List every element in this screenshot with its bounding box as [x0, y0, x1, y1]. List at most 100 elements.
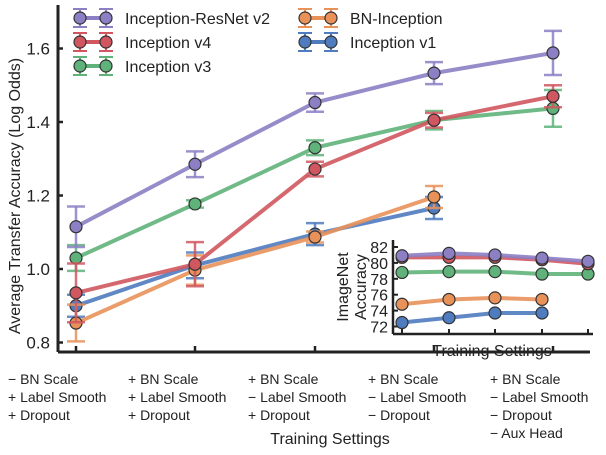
inset-data-point: [442, 311, 456, 325]
inset-data-point: [535, 306, 549, 320]
inset-series-bn-inception: [395, 291, 549, 311]
legend-marker: [73, 35, 87, 49]
legend: Inception-ResNet v2 Inception v4 Inception…: [73, 8, 443, 76]
inset-x-axis-title: Training Settings: [432, 343, 551, 360]
x-category-line: − Label Smooth: [248, 389, 346, 405]
x-category-line: + Dropout: [128, 407, 190, 423]
x-category-line: − Label Smooth: [490, 389, 588, 405]
legend-entry: Inception-ResNet v2: [73, 8, 270, 28]
data-point: [188, 197, 202, 211]
inset-y-axis-title: ImageNetAccuracy: [335, 252, 370, 322]
y-tick-label: 1.2: [26, 187, 50, 206]
legend-label: Inception-ResNet v2: [125, 11, 270, 28]
inset-data-point: [535, 267, 549, 281]
x-category-line: + BN Scale: [368, 371, 439, 387]
inset-series-inception-v1: [395, 306, 549, 330]
legend-entry: BN-Inception: [298, 8, 443, 28]
inset-y-tick-label: 82: [370, 240, 388, 257]
data-point: [69, 251, 83, 265]
x-category-label: + BN Scale − Label Smooth − Dropout − Aux H…: [490, 371, 588, 441]
x-category-line: + BN Scale: [128, 371, 199, 387]
inset-series-inception-v3: [395, 265, 595, 281]
inset-data-point: [395, 315, 409, 330]
data-point: [69, 286, 83, 300]
inset-data-point: [488, 306, 502, 320]
legend-marker: [324, 35, 338, 49]
inset-y-tick-label: 74: [370, 304, 388, 321]
data-point: [427, 190, 441, 204]
inset-data-point: [442, 265, 456, 279]
series-inception-resnet-v2: [67, 29, 562, 249]
x-category-label: + BN Scale − Label Smooth + Dropout: [248, 371, 346, 423]
x-category-label: + BN Scale + Label Smooth + Dropout: [128, 371, 226, 423]
x-category-labels: − BN Scale+ Label Smooth+ Dropout+ BN Sc…: [8, 371, 588, 441]
legend-label: Inception v3: [125, 59, 211, 76]
series-line: [75, 195, 435, 325]
x-category-line: + Dropout: [8, 407, 70, 423]
data-point: [546, 46, 560, 60]
y-tick-label: 1.6: [26, 40, 50, 59]
x-category-line: − Dropout: [368, 407, 430, 423]
legend-marker: [324, 11, 338, 25]
main-axes: 0.8 1.0 1.2 1.4 1.6: [26, 5, 590, 354]
legend-marker: [99, 59, 113, 73]
inset-y-tick-label: 72: [370, 320, 388, 337]
data-point: [308, 141, 322, 155]
legend-marker: [298, 35, 312, 49]
legend-marker: [99, 11, 113, 25]
data-point: [188, 257, 202, 271]
x-category-line: − Aux Head: [490, 425, 563, 441]
x-category-label: + BN Scale − Label Smooth − Dropout: [368, 371, 466, 423]
data-point: [69, 220, 83, 234]
x-category-line: + Label Smooth: [128, 389, 226, 405]
data-point: [308, 95, 322, 110]
inset-series-line: [401, 310, 542, 325]
series-inception-v4: [67, 84, 562, 324]
legend-label: Inception v1: [350, 35, 436, 52]
inset-data-point: [581, 254, 595, 268]
legend-entry: Inception v1: [298, 32, 436, 52]
x-category-line: − Label Smooth: [368, 389, 466, 405]
data-point: [308, 162, 322, 176]
inset-data-point: [395, 297, 409, 311]
y-tick-label: 1.0: [26, 260, 50, 279]
y-axis-title: Average Transfer Accuracy (Log Odds): [7, 58, 24, 334]
inset-y-tick-label: 76: [370, 288, 388, 305]
inset-y-axis-title-line: ImageNet: [335, 252, 352, 322]
inset-data-point: [395, 249, 409, 263]
data-point: [427, 66, 441, 80]
legend-marker: [73, 59, 87, 73]
legend-marker: [298, 11, 312, 25]
inset-series-inception-resnet-v2: [395, 246, 595, 268]
x-category-line: − Dropout: [490, 407, 552, 423]
x-category-label: − BN Scale + Label Smooth + Dropout: [8, 371, 106, 423]
inset-data-point: [535, 292, 549, 307]
legend-entry: Inception v4: [73, 32, 211, 52]
y-tick-label: 0.8: [26, 334, 50, 353]
inset-data-point: [535, 251, 549, 265]
x-category-line: + Dropout: [248, 407, 310, 423]
data-point: [427, 113, 441, 127]
data-point: [188, 157, 202, 171]
y-tick-label: 1.4: [26, 113, 50, 132]
inset-series-line: [401, 295, 543, 307]
main-series: [67, 29, 562, 343]
series-line: [75, 206, 435, 308]
series-line: [75, 94, 554, 295]
inset-data-point: [488, 265, 502, 279]
inset-data-point: [442, 246, 456, 260]
inset-y-tick-label: 80: [370, 256, 388, 273]
legend-label: Inception v4: [125, 35, 211, 52]
inset-data-point: [395, 265, 409, 280]
inset-data-point: [488, 291, 502, 305]
data-point: [308, 230, 322, 244]
legend-marker: [73, 11, 87, 25]
inset-data-point: [442, 292, 456, 307]
x-category-line: − BN Scale: [8, 371, 79, 387]
x-category-line: + Label Smooth: [8, 389, 106, 405]
inset-data-point: [488, 248, 502, 262]
x-category-line: + BN Scale: [490, 371, 561, 387]
legend-marker: [99, 35, 113, 49]
